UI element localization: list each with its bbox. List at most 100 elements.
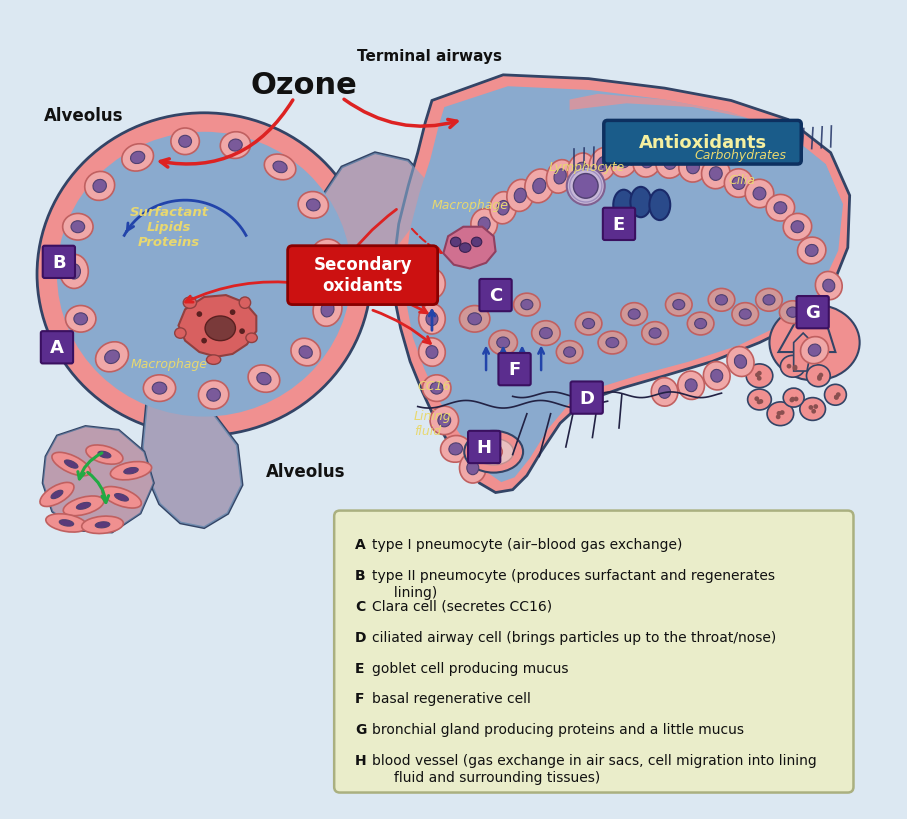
Text: C: C	[355, 600, 366, 613]
FancyBboxPatch shape	[499, 354, 531, 386]
Ellipse shape	[824, 385, 846, 405]
Ellipse shape	[312, 240, 343, 266]
Text: A: A	[355, 537, 366, 551]
Text: Antioxidants: Antioxidants	[639, 134, 766, 152]
Ellipse shape	[786, 308, 799, 318]
Ellipse shape	[800, 398, 825, 421]
Ellipse shape	[273, 162, 288, 174]
Ellipse shape	[307, 200, 320, 211]
Ellipse shape	[71, 221, 84, 233]
Ellipse shape	[449, 443, 463, 455]
Ellipse shape	[207, 355, 220, 365]
Ellipse shape	[98, 451, 111, 459]
Circle shape	[229, 310, 236, 315]
Ellipse shape	[695, 319, 707, 329]
Ellipse shape	[521, 300, 533, 310]
Text: H: H	[355, 753, 366, 767]
Text: bronchial gland producing proteins and a little mucus: bronchial gland producing proteins and a…	[372, 722, 744, 736]
Ellipse shape	[621, 303, 648, 326]
Ellipse shape	[806, 365, 830, 387]
Circle shape	[789, 393, 794, 398]
Polygon shape	[292, 153, 427, 301]
Ellipse shape	[205, 317, 236, 342]
Circle shape	[197, 312, 202, 318]
Text: B: B	[355, 568, 366, 582]
Ellipse shape	[438, 414, 451, 428]
Ellipse shape	[65, 306, 96, 333]
Ellipse shape	[430, 382, 444, 395]
Ellipse shape	[464, 432, 523, 473]
Circle shape	[755, 396, 759, 401]
Ellipse shape	[630, 188, 651, 218]
Ellipse shape	[179, 136, 191, 148]
Ellipse shape	[658, 386, 670, 399]
Ellipse shape	[46, 514, 87, 532]
Ellipse shape	[419, 338, 445, 367]
Ellipse shape	[735, 355, 746, 369]
Ellipse shape	[426, 346, 438, 359]
Ellipse shape	[84, 172, 114, 201]
Ellipse shape	[779, 301, 806, 324]
Ellipse shape	[678, 372, 705, 400]
Polygon shape	[142, 396, 242, 528]
Circle shape	[573, 174, 598, 199]
Ellipse shape	[598, 332, 627, 355]
Ellipse shape	[490, 192, 516, 224]
Ellipse shape	[613, 191, 634, 221]
Ellipse shape	[784, 214, 812, 241]
Ellipse shape	[489, 331, 517, 355]
Ellipse shape	[299, 346, 312, 359]
FancyBboxPatch shape	[571, 382, 603, 414]
Ellipse shape	[239, 297, 250, 309]
Text: Clara cell (secretes CC16): Clara cell (secretes CC16)	[372, 600, 552, 613]
Polygon shape	[778, 322, 835, 353]
Text: Carbohydrates: Carbohydrates	[695, 149, 786, 162]
Ellipse shape	[649, 191, 670, 221]
Ellipse shape	[59, 520, 73, 527]
Ellipse shape	[426, 313, 438, 326]
Ellipse shape	[732, 178, 745, 190]
Ellipse shape	[111, 462, 151, 480]
Ellipse shape	[746, 364, 773, 388]
Polygon shape	[394, 75, 850, 493]
Ellipse shape	[567, 154, 595, 188]
FancyBboxPatch shape	[480, 279, 512, 312]
Ellipse shape	[753, 188, 766, 201]
Ellipse shape	[123, 468, 138, 474]
Text: Alveolus: Alveolus	[44, 106, 123, 124]
Text: Lining
fluid: Lining fluid	[414, 410, 452, 437]
Text: D: D	[580, 389, 594, 407]
Ellipse shape	[122, 145, 153, 172]
Ellipse shape	[441, 436, 471, 463]
Circle shape	[778, 414, 783, 418]
Ellipse shape	[678, 152, 707, 183]
FancyBboxPatch shape	[43, 247, 75, 278]
Ellipse shape	[52, 453, 91, 476]
Ellipse shape	[131, 152, 145, 165]
Text: H: H	[477, 438, 492, 456]
Ellipse shape	[57, 133, 351, 417]
Ellipse shape	[497, 337, 510, 349]
Ellipse shape	[95, 523, 110, 528]
Ellipse shape	[460, 453, 486, 483]
Ellipse shape	[423, 375, 451, 402]
Circle shape	[794, 364, 798, 369]
Ellipse shape	[554, 170, 566, 185]
Text: type II pneumocyte (produces surfactant and regenerates
     lining): type II pneumocyte (produces surfactant …	[372, 568, 775, 600]
Ellipse shape	[485, 445, 502, 459]
Circle shape	[808, 406, 813, 411]
FancyBboxPatch shape	[796, 296, 829, 329]
Ellipse shape	[93, 180, 106, 193]
Ellipse shape	[656, 147, 685, 179]
Ellipse shape	[497, 201, 509, 215]
Ellipse shape	[513, 294, 541, 317]
Polygon shape	[405, 87, 843, 482]
Circle shape	[816, 376, 821, 380]
Ellipse shape	[791, 221, 804, 233]
Ellipse shape	[472, 238, 482, 247]
Ellipse shape	[313, 293, 342, 327]
Ellipse shape	[298, 192, 328, 219]
FancyBboxPatch shape	[468, 432, 501, 464]
Circle shape	[835, 393, 840, 398]
Ellipse shape	[709, 168, 722, 181]
